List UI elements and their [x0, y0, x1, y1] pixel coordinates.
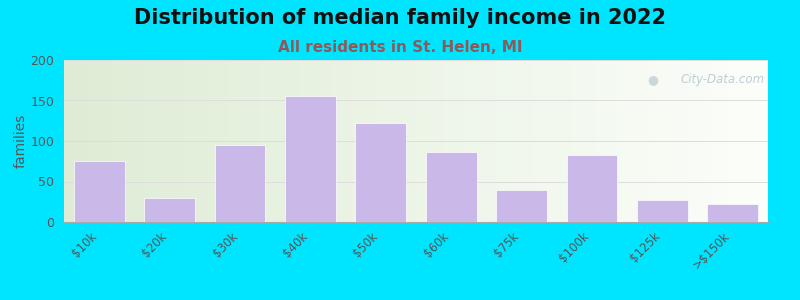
Bar: [426, 152, 477, 222]
Bar: [214, 145, 266, 222]
Bar: [637, 200, 688, 222]
Bar: [707, 204, 758, 222]
Bar: [74, 161, 125, 222]
Bar: [566, 155, 618, 222]
Y-axis label: families: families: [14, 114, 28, 168]
Text: Distribution of median family income in 2022: Distribution of median family income in …: [134, 8, 666, 28]
Text: ●: ●: [647, 73, 658, 86]
Text: City-Data.com: City-Data.com: [680, 73, 765, 86]
Bar: [496, 190, 547, 222]
Bar: [144, 198, 195, 222]
Bar: [355, 123, 406, 222]
Bar: [285, 96, 336, 222]
Text: All residents in St. Helen, MI: All residents in St. Helen, MI: [278, 40, 522, 56]
